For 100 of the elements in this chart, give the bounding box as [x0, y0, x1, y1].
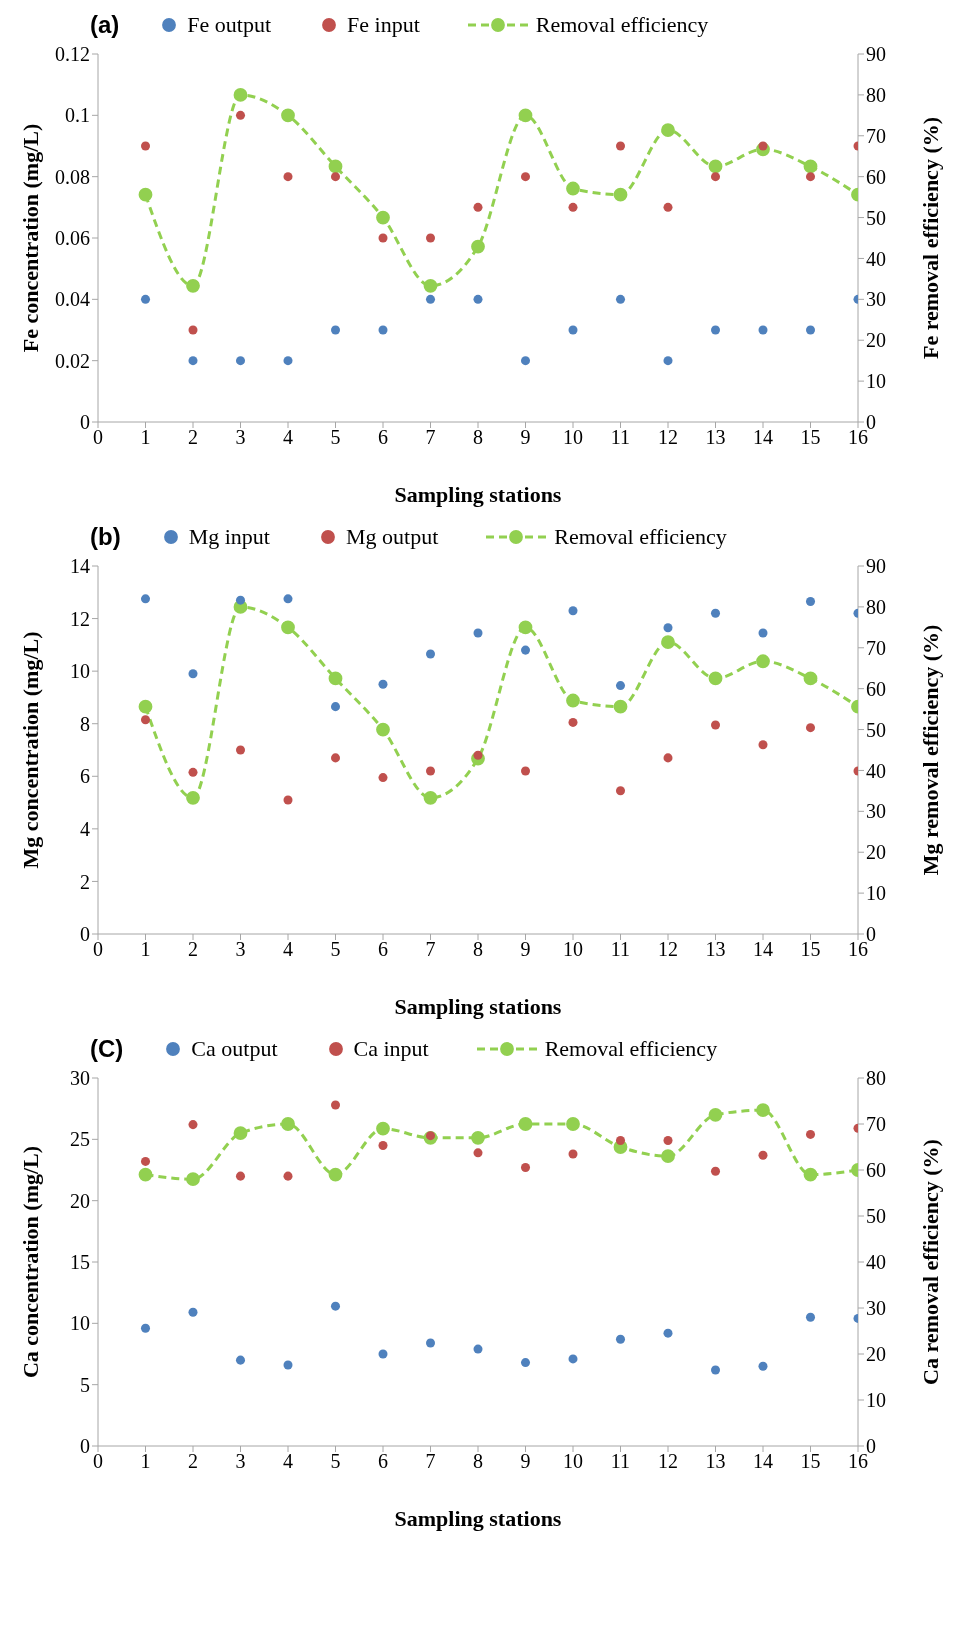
y2-axis-title: Fe removal efficiency (%) [917, 116, 943, 360]
point [378, 1349, 388, 1359]
point [568, 606, 578, 616]
point [235, 1355, 246, 1365]
x-tick-label: 10 [563, 1450, 583, 1473]
point [376, 722, 390, 737]
y2-tick-label: 60 [866, 1159, 886, 1182]
point [235, 356, 246, 366]
point [473, 750, 483, 760]
y-tick-label: 5 [80, 1373, 90, 1396]
point [188, 1120, 198, 1130]
y2-tick-label: 40 [866, 247, 886, 270]
legend-label: Ca output [191, 1036, 278, 1062]
x-tick-label: 10 [563, 426, 583, 449]
legend-label: Removal efficiency [544, 1036, 718, 1062]
x-tick-label: 8 [473, 938, 483, 961]
point [423, 278, 438, 293]
point [663, 356, 673, 366]
y2-tick-label: 50 [866, 1205, 886, 1228]
y-tick-label: 14 [70, 555, 90, 578]
legend-label: Removal efficiency [535, 12, 709, 38]
point [378, 325, 388, 335]
point [140, 1323, 151, 1333]
point [138, 1167, 153, 1182]
point [518, 1117, 533, 1131]
x-tick-label: 16 [848, 938, 868, 961]
point [568, 1354, 578, 1364]
point [330, 702, 341, 712]
y2-tick-label: 70 [866, 636, 886, 659]
point [520, 766, 531, 776]
point [520, 172, 531, 182]
x-tick-label: 14 [753, 1450, 773, 1473]
point [758, 740, 768, 750]
x-tick-label: 12 [658, 1450, 678, 1473]
x-axis-title: Sampling stations [394, 1506, 562, 1531]
y2-tick-label: 0 [866, 1435, 876, 1458]
point [423, 790, 438, 805]
x-tick-label: 1 [140, 1450, 151, 1473]
point [330, 1301, 341, 1311]
x-tick-label: 3 [235, 426, 246, 449]
x-tick-label: 6 [378, 938, 388, 961]
point [710, 1166, 721, 1176]
y2-tick-label: 20 [866, 1343, 886, 1366]
y2-tick-label: 40 [866, 759, 886, 782]
y2-tick-label: 70 [866, 124, 886, 147]
y-tick-label: 20 [70, 1189, 90, 1212]
point [328, 1167, 343, 1182]
x-tick-label: 16 [848, 1450, 868, 1473]
y2-tick-label: 80 [866, 595, 886, 618]
point [710, 720, 721, 730]
legend-label: Ca input [353, 1036, 429, 1062]
x-tick-label: 15 [800, 938, 821, 961]
legend-label: Mg output [345, 524, 439, 550]
point [710, 325, 721, 335]
point [661, 1149, 675, 1164]
point [663, 1136, 673, 1146]
point [186, 1172, 200, 1187]
point [615, 294, 626, 304]
point [661, 123, 675, 137]
x-tick-label: 16 [848, 426, 868, 449]
x-tick-label: 4 [283, 426, 293, 449]
legend-label: Fe input [347, 12, 420, 38]
point [568, 202, 578, 212]
x-tick-label: 5 [330, 938, 341, 961]
point [235, 1171, 246, 1181]
point [520, 1358, 531, 1368]
x-tick-label: 11 [610, 426, 631, 449]
point [615, 786, 626, 796]
point [378, 773, 388, 783]
x-tick-label: 3 [235, 938, 246, 961]
point [283, 795, 293, 805]
point [568, 325, 578, 335]
y2-tick-label: 60 [866, 165, 886, 188]
point [283, 172, 293, 182]
point [330, 172, 341, 182]
point [710, 1365, 721, 1375]
point [473, 1148, 483, 1158]
x-tick-label: 9 [520, 938, 531, 961]
point [758, 1150, 768, 1160]
point [188, 669, 198, 679]
x-tick-label: 2 [188, 938, 198, 961]
point [805, 172, 816, 182]
point [281, 1117, 295, 1131]
chart-title: (a) [90, 11, 120, 39]
point [425, 766, 436, 776]
point [283, 1360, 293, 1370]
y-tick-label: 25 [70, 1128, 90, 1151]
x-tick-label: 13 [705, 938, 726, 961]
point [140, 141, 151, 151]
point [471, 1130, 485, 1145]
point [520, 356, 531, 366]
x-tick-label: 2 [188, 426, 198, 449]
y2-tick-label: 0 [866, 411, 876, 434]
x-axis-title: Sampling stations [394, 994, 562, 1019]
y-tick-label: 0.06 [55, 227, 90, 250]
x-tick-label: 13 [705, 426, 726, 449]
point [473, 294, 483, 304]
point [235, 745, 246, 755]
x-axis-title: Sampling stations [394, 482, 562, 507]
point [283, 594, 293, 604]
